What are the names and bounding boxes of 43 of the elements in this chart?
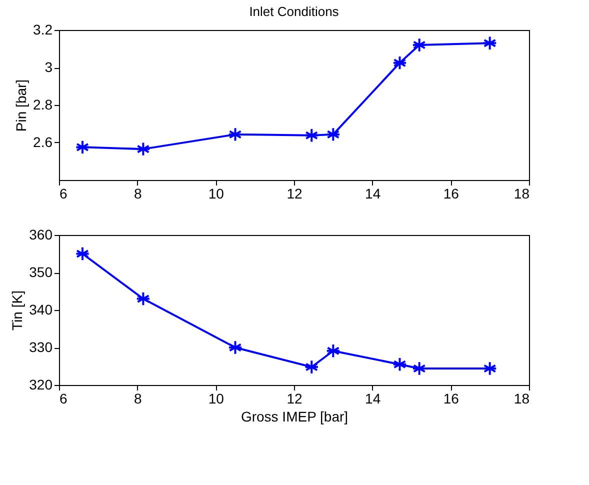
point — [482, 36, 498, 50]
x-tick-label: 18 — [514, 390, 530, 406]
x-tick-label: 14 — [365, 186, 381, 202]
x-tick-label: 18 — [514, 186, 530, 202]
point — [392, 55, 408, 70]
y-axis-title: Pin [bar] — [13, 79, 30, 132]
point — [326, 344, 340, 358]
point — [304, 360, 319, 374]
y-tick-label: 340 — [29, 302, 53, 318]
point — [228, 127, 243, 142]
x-tick-label: 16 — [443, 390, 460, 406]
point — [75, 140, 90, 155]
chart-title: Inlet Conditions — [249, 4, 340, 19]
x-tick-label: 6 — [60, 390, 68, 406]
point — [392, 357, 408, 372]
x-tick-label: 8 — [134, 390, 142, 406]
point — [136, 142, 151, 156]
x-tick-label: 16 — [443, 186, 460, 202]
x-tick-label: 8 — [134, 186, 142, 202]
y-tick-label: 2.6 — [33, 134, 53, 150]
x-axis-title: Gross IMEP [bar] — [240, 408, 348, 424]
x-tick-label: 10 — [208, 390, 224, 406]
y-tick-label: 2.8 — [33, 96, 53, 112]
y-tick-label: 330 — [29, 339, 53, 355]
point — [482, 361, 498, 376]
point — [412, 38, 427, 52]
point — [326, 127, 340, 142]
x-tick-label: 10 — [208, 186, 224, 202]
y-axis-title: Tin [K] — [9, 290, 26, 330]
y-tick-label: 320 — [29, 376, 53, 392]
y-tick-label: 360 — [29, 226, 53, 242]
y-tick-label: 350 — [29, 264, 53, 280]
x-tick-label: 12 — [286, 186, 302, 202]
point — [228, 340, 243, 355]
y-tick-label: 3.2 — [33, 22, 53, 38]
y-tick-label: 3 — [44, 59, 53, 75]
point — [412, 361, 427, 376]
point — [136, 291, 151, 306]
x-tick-label: 12 — [286, 390, 302, 406]
point — [304, 128, 319, 143]
x-tick-label: 6 — [60, 186, 68, 202]
point — [75, 246, 90, 262]
x-tick-label: 14 — [365, 390, 381, 406]
